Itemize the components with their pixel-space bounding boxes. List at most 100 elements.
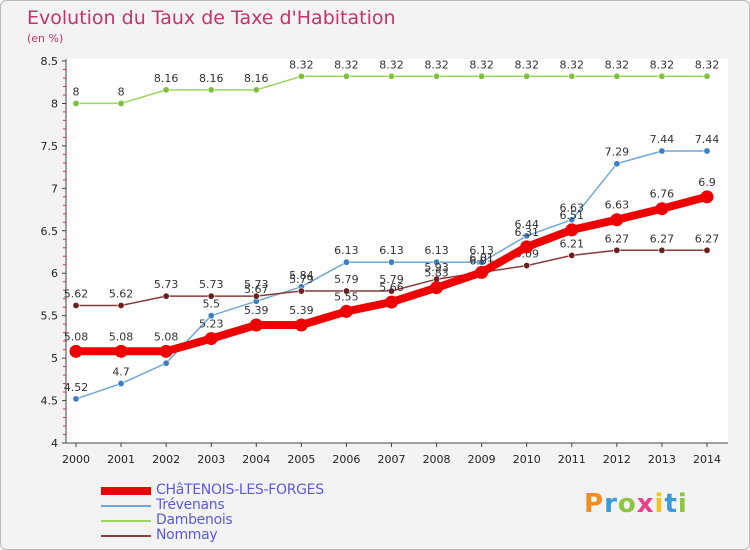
x-tick-label: 2012	[603, 453, 631, 466]
data-label-ch-tenois-les-forges: 6.31	[514, 226, 539, 239]
data-label-ch-tenois-les-forges: 6.9	[698, 176, 716, 189]
data-label-nommay: 5.93	[424, 261, 449, 274]
data-label-dambenois: 8.32	[605, 58, 630, 71]
data-label-nommay: 6.27	[650, 232, 675, 245]
data-label-nommay: 5.79	[334, 273, 359, 286]
data-point-dambenois	[252, 86, 260, 94]
data-label-tr-venans: 6.13	[469, 244, 494, 257]
data-label-nommay: 6.21	[560, 237, 585, 250]
data-point-tr-venans	[387, 258, 395, 266]
data-point-dambenois	[117, 99, 125, 107]
data-label-ch-tenois-les-forges: 5.83	[424, 267, 449, 280]
data-point-dambenois	[162, 86, 170, 94]
data-point-nommay	[387, 287, 395, 295]
data-label-nommay: 6.27	[605, 232, 630, 245]
data-label-dambenois: 8.32	[469, 58, 494, 71]
data-point-ch-tenois-les-forges	[520, 240, 534, 254]
data-point-dambenois	[613, 72, 621, 80]
data-label-nommay: 5.79	[379, 273, 404, 286]
data-label-tr-venans: 4.52	[64, 381, 89, 394]
data-point-dambenois	[297, 72, 305, 80]
data-point-nommay	[703, 246, 711, 254]
data-point-tr-venans	[162, 359, 170, 367]
y-tick-label: 8	[51, 97, 58, 110]
y-tick-label: 4.5	[41, 395, 59, 408]
data-point-ch-tenois-les-forges	[249, 318, 263, 332]
data-label-ch-tenois-les-forges: 5.23	[199, 318, 224, 331]
data-point-ch-tenois-les-forges	[610, 213, 624, 227]
data-label-dambenois: 8.32	[424, 58, 449, 71]
data-label-dambenois: 8.32	[289, 58, 314, 71]
x-tick-label: 2000	[62, 453, 90, 466]
data-point-tr-venans	[523, 232, 531, 240]
legend-label-chatenois: CHâTENOIS-LES-FORGES	[156, 482, 324, 498]
data-label-dambenois: 8.32	[695, 58, 720, 71]
data-point-ch-tenois-les-forges	[69, 344, 83, 358]
y-tick-label: 5	[51, 352, 58, 365]
data-label-nommay: 5.79	[289, 273, 314, 286]
chart-title: Evolution du Taux de Taxe d'Habitation	[27, 7, 396, 29]
x-tick-label: 2010	[513, 453, 541, 466]
data-label-tr-venans: 6.63	[560, 202, 585, 215]
data-label-dambenois: 8.32	[379, 58, 404, 71]
data-point-nommay	[613, 246, 621, 254]
data-label-ch-tenois-les-forges: 6.51	[560, 209, 585, 222]
data-point-tr-venans	[207, 312, 215, 320]
data-point-ch-tenois-les-forges	[159, 344, 173, 358]
data-label-ch-tenois-les-forges: 6.63	[605, 199, 630, 212]
data-label-dambenois: 8.16	[199, 72, 224, 85]
data-label-ch-tenois-les-forges: 5.39	[289, 304, 314, 317]
x-tick-label: 2014	[693, 453, 721, 466]
data-label-tr-venans: 7.44	[650, 133, 675, 146]
data-point-tr-venans	[478, 258, 486, 266]
data-point-ch-tenois-les-forges	[385, 295, 398, 309]
data-label-tr-venans: 5.67	[244, 283, 269, 296]
y-tick-label: 8.5	[41, 55, 59, 68]
data-label-dambenois: 8.32	[334, 58, 359, 71]
data-label-dambenois: 8.16	[154, 72, 179, 85]
x-tick-label: 2005	[287, 453, 315, 466]
y-tick-label: 7	[51, 182, 58, 195]
legend-label-trevenans: Trévenans	[156, 497, 225, 513]
data-point-ch-tenois-les-forges	[700, 190, 714, 204]
data-point-tr-venans	[658, 147, 666, 155]
data-point-ch-tenois-les-forges	[114, 344, 128, 358]
x-tick-label: 2001	[107, 453, 135, 466]
data-point-dambenois	[523, 72, 531, 80]
data-point-nommay	[162, 292, 170, 300]
data-label-nommay: 6.01	[469, 254, 494, 267]
data-point-dambenois	[207, 86, 215, 94]
legend-swatch-nommay	[101, 535, 151, 537]
data-label-ch-tenois-les-forges: 5.66	[379, 281, 404, 294]
x-tick-label: 2002	[152, 453, 180, 466]
y-axis-unit-label: (en %)	[27, 32, 64, 45]
data-label-dambenois: 8.32	[650, 58, 675, 71]
data-label-dambenois: 8.32	[514, 58, 539, 71]
data-label-ch-tenois-les-forges: 5.55	[334, 290, 359, 303]
data-label-tr-venans: 5.5	[202, 298, 220, 311]
data-point-dambenois	[568, 72, 576, 80]
data-label-nommay: 5.62	[64, 287, 89, 300]
data-point-tr-venans	[117, 380, 125, 388]
data-label-dambenois: 8.16	[244, 72, 269, 85]
data-label-ch-tenois-les-forges: 5.08	[154, 330, 179, 343]
data-label-tr-venans: 7.29	[605, 146, 630, 159]
data-point-nommay	[523, 262, 531, 270]
y-tick-label: 6	[51, 267, 58, 280]
data-point-tr-venans	[703, 147, 711, 155]
data-point-ch-tenois-les-forges	[430, 281, 444, 295]
data-label-nommay: 5.62	[109, 287, 134, 300]
data-point-ch-tenois-les-forges	[655, 202, 669, 216]
y-tick-label: 5.5	[41, 310, 59, 323]
data-label-ch-tenois-les-forges: 6.01	[469, 251, 494, 264]
legend-swatch-dambenois	[101, 520, 151, 522]
data-point-nommay	[117, 301, 125, 309]
x-tick-label: 2006	[332, 453, 360, 466]
data-label-tr-venans: 5.84	[289, 269, 314, 282]
y-tick-label: 6.5	[41, 225, 59, 238]
data-point-dambenois	[703, 72, 711, 80]
data-label-ch-tenois-les-forges: 6.76	[650, 188, 675, 201]
data-label-nommay: 5.73	[154, 278, 179, 291]
